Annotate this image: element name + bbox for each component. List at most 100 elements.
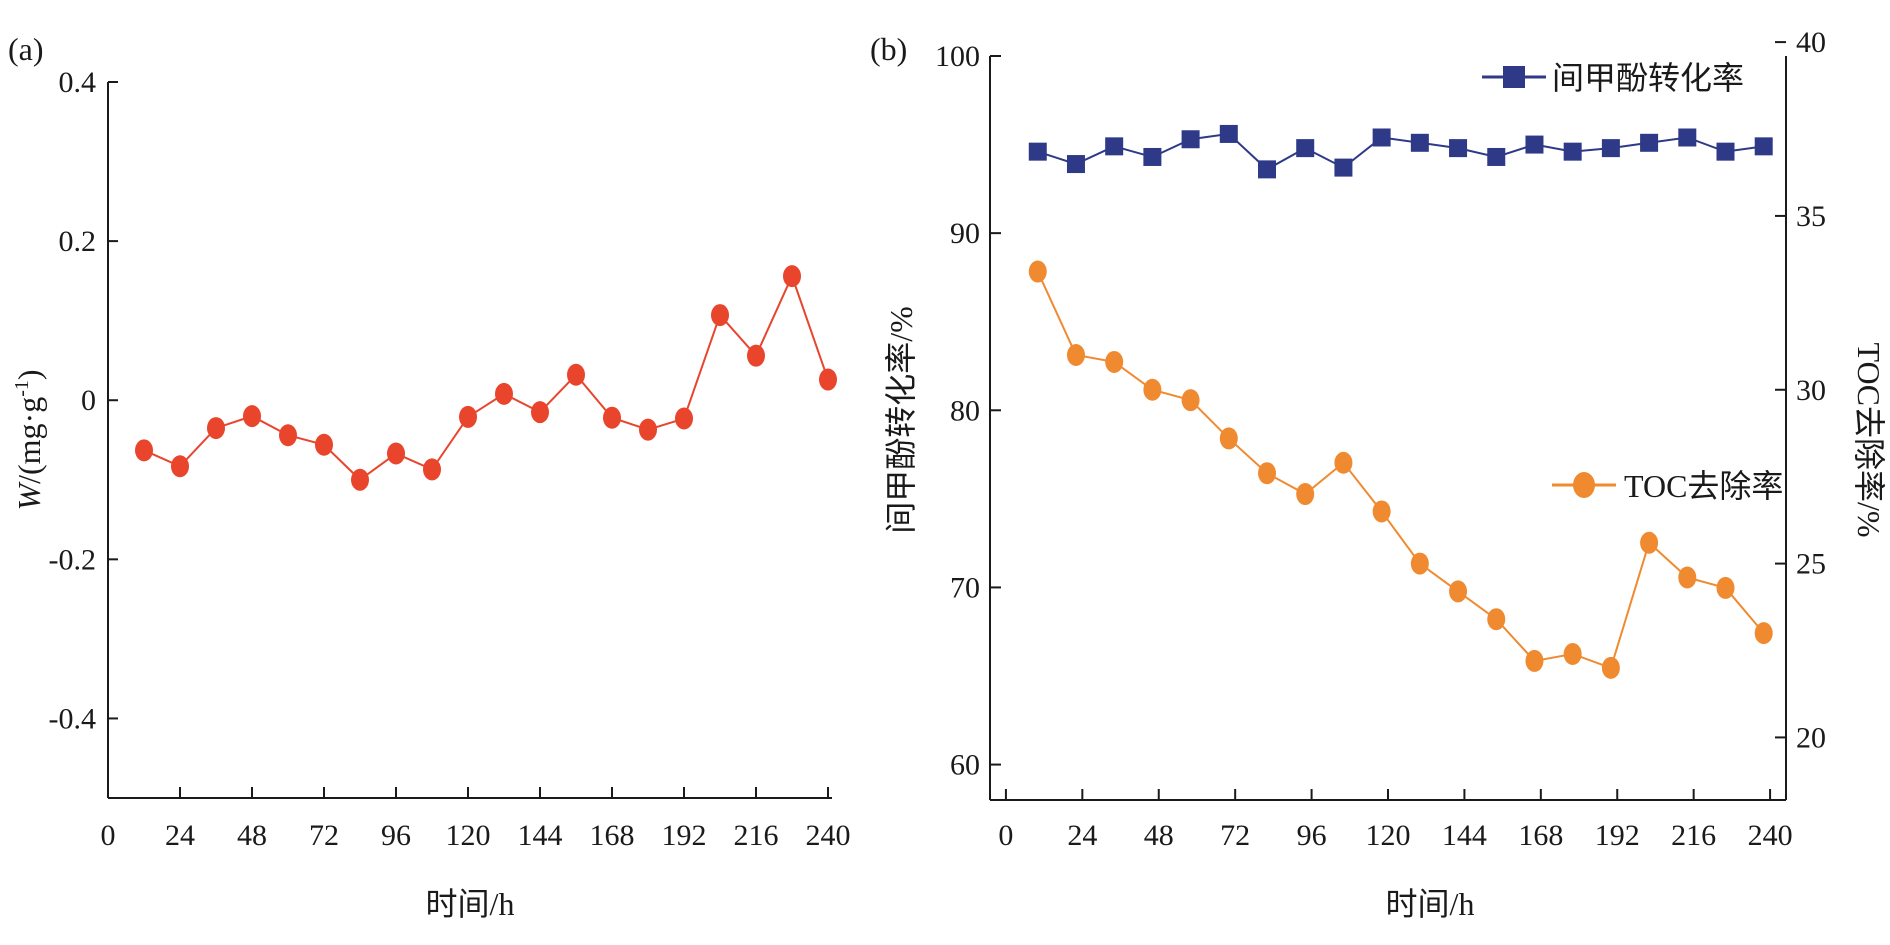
- data-point: [1410, 133, 1429, 152]
- right-y-tick-label: 25: [1796, 548, 1826, 581]
- x-tick-label: 120: [446, 819, 491, 852]
- right-y-tick-label: 35: [1796, 200, 1826, 233]
- data-point: [1487, 147, 1506, 166]
- x-tick-label: 0: [998, 819, 1013, 852]
- right-y-tick-label: 20: [1796, 721, 1826, 754]
- data-point: [243, 405, 261, 428]
- legend-entry-toc: TOC去除率: [1552, 468, 1783, 504]
- x-tick-label: 72: [309, 819, 339, 852]
- data-point: [1066, 343, 1085, 366]
- x-tick-label: 240: [806, 819, 851, 852]
- x-tick-label: 216: [734, 819, 779, 852]
- data-point: [1334, 158, 1353, 177]
- panel-b-left-y-ticks: 60 70 80 90 100: [935, 40, 1001, 782]
- data-point: [747, 344, 765, 367]
- x-tick-label: 24: [1067, 819, 1097, 852]
- panel-b-right-y-axis-title: TOC去除率/%: [1851, 343, 1887, 538]
- data-point: [1678, 566, 1697, 589]
- panel-a: (a) 0 24 48 72 96 120 144 168 192 216 240 -0.4 -0.2…: [8, 31, 851, 922]
- panel-a-y-title-exponent: -1: [11, 380, 33, 397]
- data-point: [1716, 142, 1735, 161]
- legend-toc-marker: [1573, 472, 1595, 498]
- panel-a-y-axis-title: W/(mg·g-1): [11, 369, 47, 510]
- data-point: [1525, 135, 1544, 154]
- panel-a-series: [135, 265, 837, 491]
- y-tick-label: 0.4: [59, 66, 97, 99]
- x-tick-label: 240: [1748, 819, 1793, 852]
- data-point: [1563, 642, 1582, 665]
- left-y-tick-label: 90: [950, 217, 980, 250]
- data-point: [1258, 462, 1277, 485]
- data-point: [1334, 451, 1353, 474]
- panel-b-x-ticks: 0 24 48 72 96 120 144 168 192 216 240: [998, 789, 1793, 852]
- data-point: [1410, 552, 1429, 575]
- data-point: [1296, 139, 1315, 158]
- data-point: [531, 401, 549, 424]
- data-point: [207, 417, 225, 440]
- data-point: [567, 363, 585, 386]
- data-point: [315, 433, 333, 456]
- data-point: [1601, 656, 1620, 679]
- data-point: [639, 418, 657, 441]
- legend-conversion-marker: [1503, 66, 1525, 88]
- panel-b-legend: 间甲酚转化率 TOC去除率: [1482, 60, 1783, 504]
- data-point: [1105, 137, 1124, 156]
- x-tick-label: 168: [1518, 819, 1563, 852]
- legend-toc-label: TOC去除率: [1624, 468, 1783, 504]
- data-point: [1487, 608, 1506, 631]
- left-y-tick-label: 70: [950, 571, 980, 604]
- data-point: [783, 265, 801, 288]
- panel-a-y-ticks: -0.4 -0.2 0 0.2 0.4: [49, 66, 118, 735]
- data-point: [1601, 139, 1620, 158]
- data-point: [675, 407, 693, 430]
- legend-conversion-label: 间甲酚转化率: [1552, 60, 1744, 96]
- data-point: [1181, 389, 1200, 412]
- data-point: [1449, 580, 1468, 603]
- panel-a-x-ticks: 0 24 48 72 96 120 144 168 192 216 240: [101, 787, 851, 852]
- panel-b-right-y-ticks: 20 25 30 35 40: [1775, 26, 1826, 754]
- x-tick-label: 120: [1366, 819, 1411, 852]
- panel-b-label: (b): [870, 31, 907, 67]
- data-point: [1716, 576, 1735, 599]
- y-tick-label: 0: [81, 384, 96, 417]
- data-point: [1678, 128, 1697, 147]
- x-tick-label: 192: [662, 819, 707, 852]
- legend-entry-conversion: 间甲酚转化率: [1482, 60, 1744, 96]
- data-point: [1372, 128, 1391, 147]
- x-tick-label: 96: [381, 819, 411, 852]
- right-y-tick-label: 30: [1796, 374, 1826, 407]
- data-point: [1258, 160, 1277, 179]
- panel-b: (b) 0 24 48 72 96 120 144 168 192 216 240 60 70 80 90…: [870, 26, 1887, 922]
- data-point: [1640, 531, 1659, 554]
- left-y-tick-label: 100: [935, 40, 980, 73]
- data-point: [495, 382, 513, 405]
- data-point: [135, 439, 153, 462]
- data-point: [459, 405, 477, 428]
- data-point: [1449, 139, 1468, 158]
- x-tick-label: 96: [1297, 819, 1327, 852]
- y-tick-label: -0.4: [49, 702, 97, 735]
- data-point: [1028, 260, 1047, 283]
- data-point: [1143, 378, 1162, 401]
- y-tick-label: 0.2: [59, 225, 97, 258]
- data-point: [1028, 142, 1047, 161]
- data-point: [819, 368, 837, 391]
- right-y-tick-label: 40: [1796, 26, 1826, 59]
- data-point: [171, 455, 189, 478]
- panel-b-series: [1028, 124, 1773, 679]
- panel-a-y-title-unit: /(mg·g: [11, 397, 47, 484]
- x-tick-label: 168: [590, 819, 635, 852]
- y-tick-label: -0.2: [49, 543, 97, 576]
- data-point: [1181, 130, 1200, 149]
- data-point: [1143, 147, 1162, 166]
- data-point: [423, 458, 441, 481]
- x-tick-label: 216: [1671, 819, 1716, 852]
- data-point: [1563, 142, 1582, 161]
- x-tick-label: 48: [1144, 819, 1174, 852]
- data-point: [1219, 427, 1238, 450]
- data-point: [351, 468, 369, 491]
- panel-b-left-y-axis-title: 间甲酚转化率/%: [883, 306, 919, 534]
- panel-a-label: (a): [8, 31, 44, 67]
- left-y-tick-label: 80: [950, 394, 980, 427]
